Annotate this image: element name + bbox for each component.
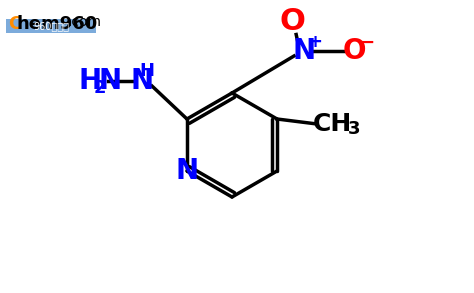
Text: 3: 3 <box>348 120 360 138</box>
Text: CH: CH <box>312 112 352 136</box>
Text: C: C <box>8 15 21 33</box>
FancyBboxPatch shape <box>6 19 96 33</box>
Text: N: N <box>292 37 316 65</box>
Text: 960化工网: 960化工网 <box>33 21 69 31</box>
Text: N: N <box>175 157 199 185</box>
Text: −: − <box>359 33 375 52</box>
Text: O: O <box>279 6 305 35</box>
Text: O: O <box>342 37 366 65</box>
Text: H: H <box>78 67 101 95</box>
Text: N: N <box>99 67 121 95</box>
Text: .com: .com <box>68 15 102 29</box>
Text: +: + <box>308 33 322 51</box>
Text: hem960: hem960 <box>17 15 98 33</box>
Text: N: N <box>130 67 154 95</box>
Text: H: H <box>139 62 155 80</box>
Text: 2: 2 <box>94 79 106 97</box>
